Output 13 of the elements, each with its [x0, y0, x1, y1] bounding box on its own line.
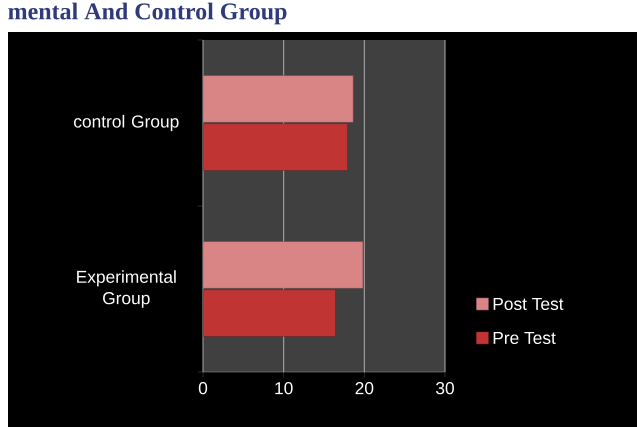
- bar: [203, 124, 348, 171]
- x-tick-label: 0: [198, 382, 208, 394]
- y-tick-label: control Group: [74, 114, 179, 132]
- bar: [203, 75, 354, 122]
- x-tick-label: 10: [275, 382, 293, 394]
- y-tick-label: Experimental Group: [77, 270, 176, 308]
- chart-title: mental And Control Group: [8, 2, 286, 24]
- x-tick-label: 20: [356, 382, 374, 394]
- legend-label: Post Test: [494, 298, 564, 310]
- x-tick-label: 30: [436, 382, 454, 394]
- bar: [203, 241, 363, 288]
- legend-label: Pre Test: [494, 332, 556, 344]
- bar: [203, 290, 336, 337]
